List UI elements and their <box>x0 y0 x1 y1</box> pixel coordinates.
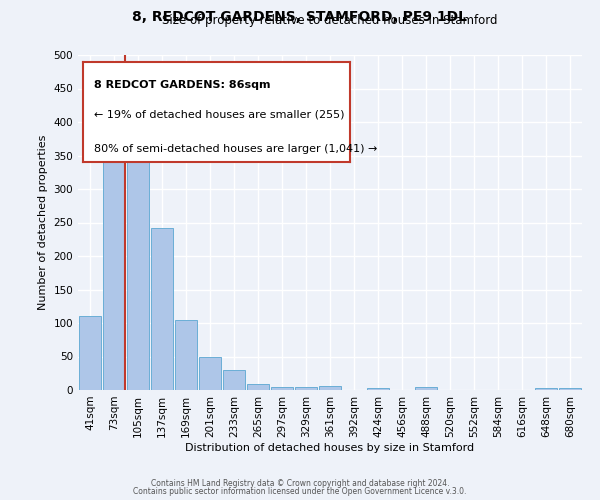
X-axis label: Distribution of detached houses by size in Stamford: Distribution of detached houses by size … <box>185 442 475 452</box>
Bar <box>175 320 197 390</box>
Bar <box>535 388 557 390</box>
Bar <box>199 356 221 390</box>
Bar <box>415 388 437 390</box>
Bar <box>223 370 245 390</box>
Bar <box>103 126 125 390</box>
Bar <box>247 384 269 390</box>
Bar <box>127 149 149 390</box>
Y-axis label: Number of detached properties: Number of detached properties <box>38 135 48 310</box>
Bar <box>271 386 293 390</box>
Bar <box>79 316 101 390</box>
Title: Size of property relative to detached houses in Stamford: Size of property relative to detached ho… <box>162 14 498 28</box>
Bar <box>151 228 173 390</box>
Text: 8, REDCOT GARDENS, STAMFORD, PE9 1DL: 8, REDCOT GARDENS, STAMFORD, PE9 1DL <box>133 10 467 24</box>
Bar <box>319 386 341 390</box>
Bar <box>559 388 581 390</box>
Bar <box>295 386 317 390</box>
Text: Contains HM Land Registry data © Crown copyright and database right 2024.: Contains HM Land Registry data © Crown c… <box>151 478 449 488</box>
Bar <box>367 388 389 390</box>
Text: Contains public sector information licensed under the Open Government Licence v.: Contains public sector information licen… <box>133 487 467 496</box>
